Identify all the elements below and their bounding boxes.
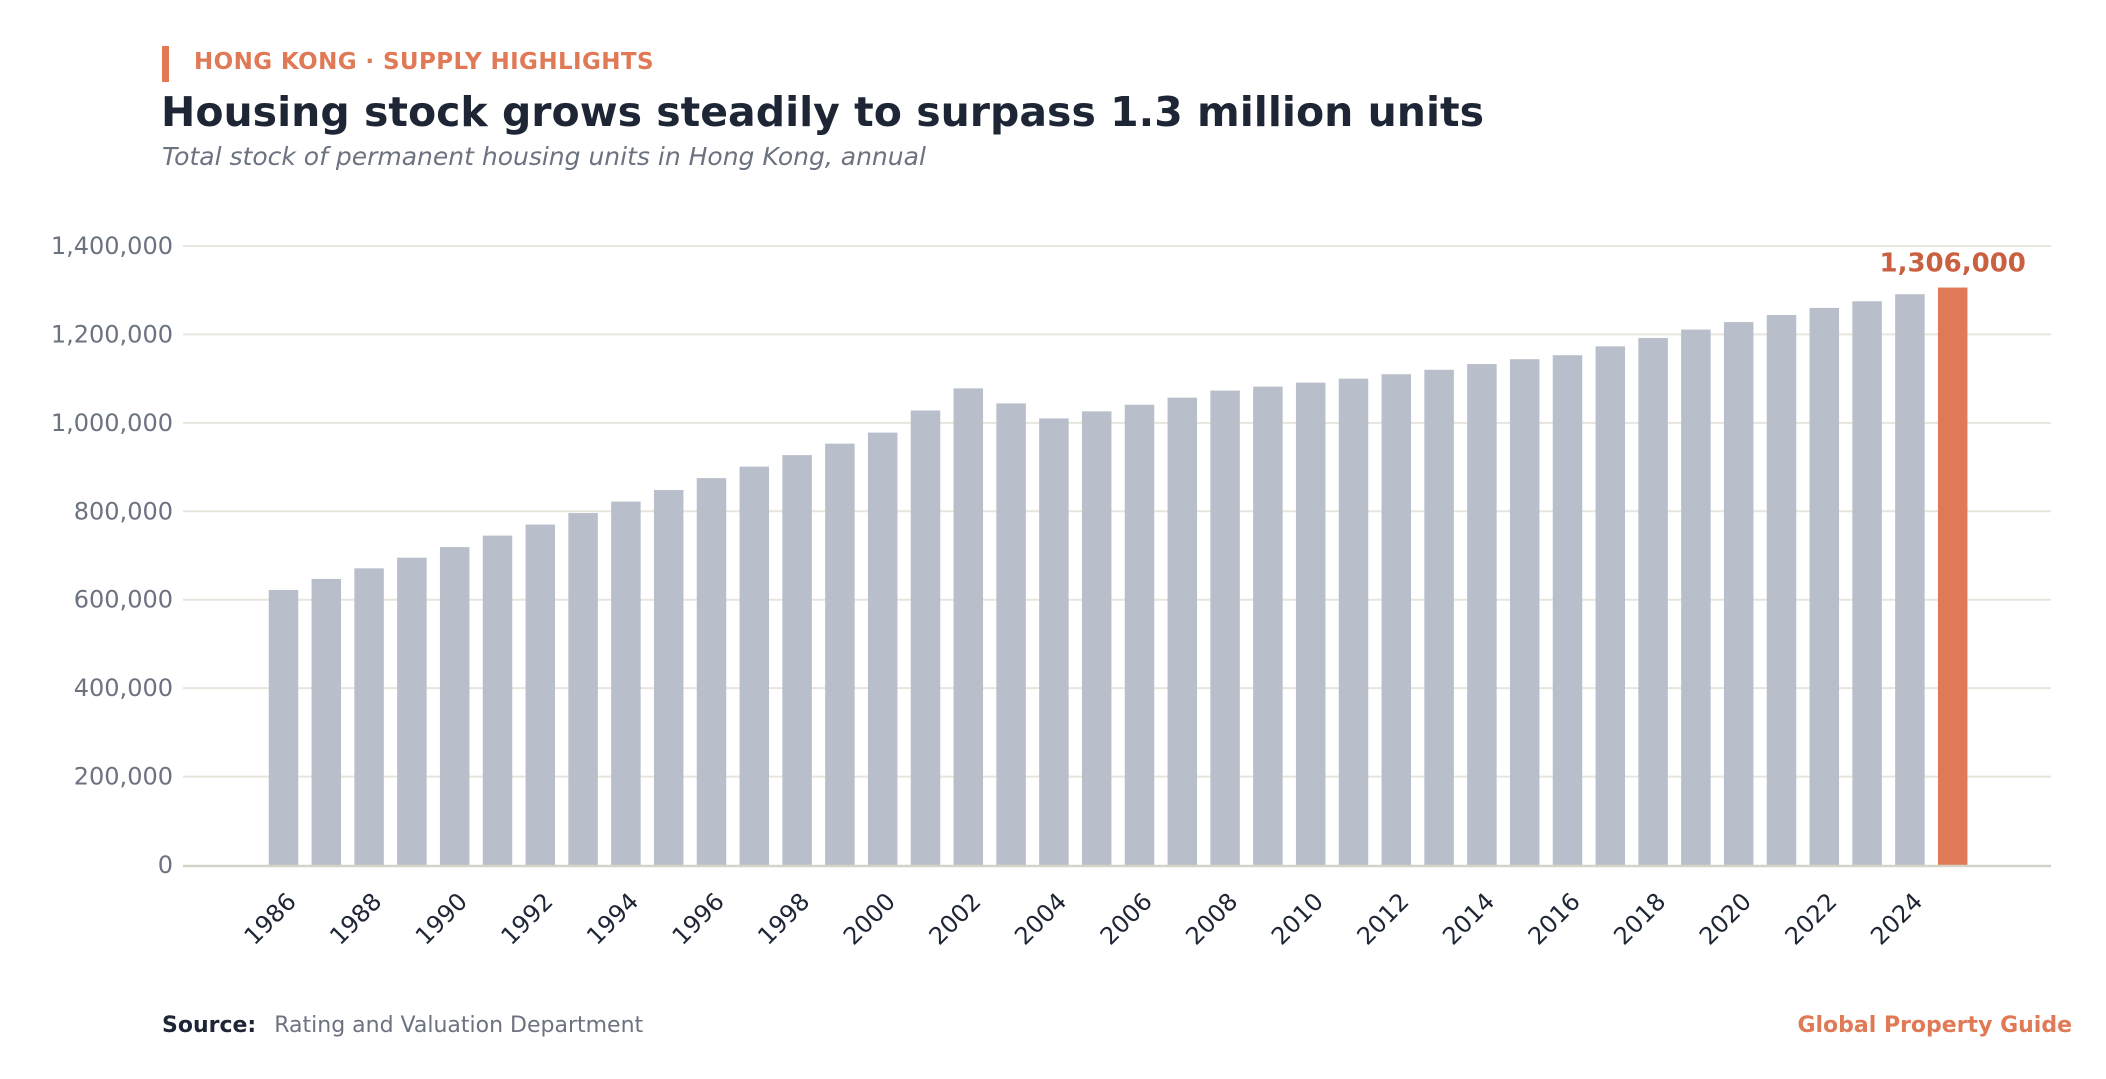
x-tick-label: 2022 <box>1780 887 1843 950</box>
source-note: Source: Rating and Valuation Department <box>162 1013 643 1038</box>
bar-1991 <box>482 535 513 865</box>
y-tick-label: 0 <box>158 851 173 879</box>
bar-1988 <box>354 568 384 865</box>
chart-title: Housing stock grows steadily to surpass … <box>161 88 1485 136</box>
bar-2005 <box>1081 411 1112 865</box>
kicker-accent-bar <box>162 46 169 82</box>
y-tick-label: 1,200,000 <box>51 320 173 348</box>
bar-2012 <box>1381 374 1412 865</box>
y-tick-label: 1,000,000 <box>51 409 173 437</box>
bar-2013 <box>1424 369 1454 865</box>
x-tick-label: 1988 <box>324 887 387 950</box>
bar-2010 <box>1295 382 1326 865</box>
bar-2018 <box>1638 337 1668 866</box>
bar-2011 <box>1338 378 1369 865</box>
y-tick-label: 1,400,000 <box>51 232 173 260</box>
bar-2021 <box>1766 314 1797 866</box>
bar-1987 <box>311 578 342 865</box>
chart-subtitle: Total stock of permanent housing units i… <box>162 142 926 171</box>
source-text: Rating and Valuation Department <box>274 1013 644 1038</box>
x-tick-label: 2006 <box>1095 887 1158 950</box>
y-tick-label: 600,000 <box>74 586 173 614</box>
y-tick-label: 800,000 <box>74 497 173 525</box>
x-tick-label: 1996 <box>667 887 730 950</box>
bar-2000 <box>867 432 898 865</box>
bar-2019 <box>1681 329 1711 865</box>
bar-2016 <box>1552 355 1583 865</box>
bar-1996 <box>696 478 727 865</box>
x-tick-label: 1998 <box>752 887 815 950</box>
highlight-data-label: 1,306,000 <box>1880 249 2026 279</box>
bars <box>268 287 1968 866</box>
x-tick-label: 2016 <box>1523 887 1586 950</box>
bar-1999 <box>825 443 855 865</box>
bar-1995 <box>653 490 684 865</box>
bar-1986 <box>268 589 299 865</box>
bar-2008 <box>1210 390 1240 865</box>
x-tick-label: 2004 <box>1009 887 1072 950</box>
x-tick-label: 1986 <box>239 887 302 950</box>
bar-2025 <box>1937 287 1968 866</box>
bar-2004 <box>1039 418 1069 865</box>
bar-2014 <box>1467 364 1497 865</box>
x-tick-label: 1994 <box>581 887 644 950</box>
bar-1994 <box>611 501 641 865</box>
bar-1990 <box>439 547 470 865</box>
bar-1992 <box>525 524 556 865</box>
bar-2002 <box>953 388 984 865</box>
bar-2015 <box>1509 359 1540 865</box>
bar-1989 <box>397 557 427 865</box>
brand-logo-text: Global Property Guide <box>1797 1013 2072 1038</box>
data-labels: 1,306,000 <box>1880 249 2026 279</box>
bar-1997 <box>739 466 770 865</box>
x-tick-label: 2002 <box>924 887 987 950</box>
x-tick-label: 2018 <box>1608 887 1671 950</box>
bar-2024 <box>1895 294 1925 865</box>
x-axis-ticks: 1986 1988 1990 1992 1994 1996 1998 2000 2002 2004… <box>239 887 1928 950</box>
x-tick-label: 2000 <box>838 887 901 950</box>
x-tick-label: 2020 <box>1694 887 1757 950</box>
x-tick-label: 1992 <box>496 887 559 950</box>
x-tick-label: 2008 <box>1180 887 1243 950</box>
bar-1998 <box>782 455 812 865</box>
y-tick-label: 200,000 <box>74 763 173 791</box>
source-label: Source: <box>162 1013 257 1038</box>
bar-2001 <box>910 410 941 865</box>
kicker: HONG KONG · SUPPLY HIGHLIGHTS <box>194 49 654 75</box>
x-tick-label: 2014 <box>1437 887 1500 950</box>
y-axis-ticks: 0 200,000 400,000 600,000 800,000 1,000,000 1,… <box>51 232 173 879</box>
x-tick-label: 2024 <box>1865 887 1928 950</box>
bar-2006 <box>1124 404 1155 865</box>
bar-2020 <box>1723 322 1754 865</box>
x-tick-label: 2010 <box>1266 887 1329 950</box>
bar-2009 <box>1253 386 1283 865</box>
y-tick-label: 400,000 <box>74 674 173 702</box>
x-tick-label: 2012 <box>1352 887 1415 950</box>
x-tick-label: 1990 <box>410 887 473 950</box>
bar-1993 <box>568 513 598 865</box>
bar-2023 <box>1852 301 1882 866</box>
bar-2003 <box>996 403 1026 865</box>
bar-2007 <box>1167 397 1198 865</box>
bar-2017 <box>1595 346 1626 865</box>
bar-2022 <box>1809 307 1840 865</box>
